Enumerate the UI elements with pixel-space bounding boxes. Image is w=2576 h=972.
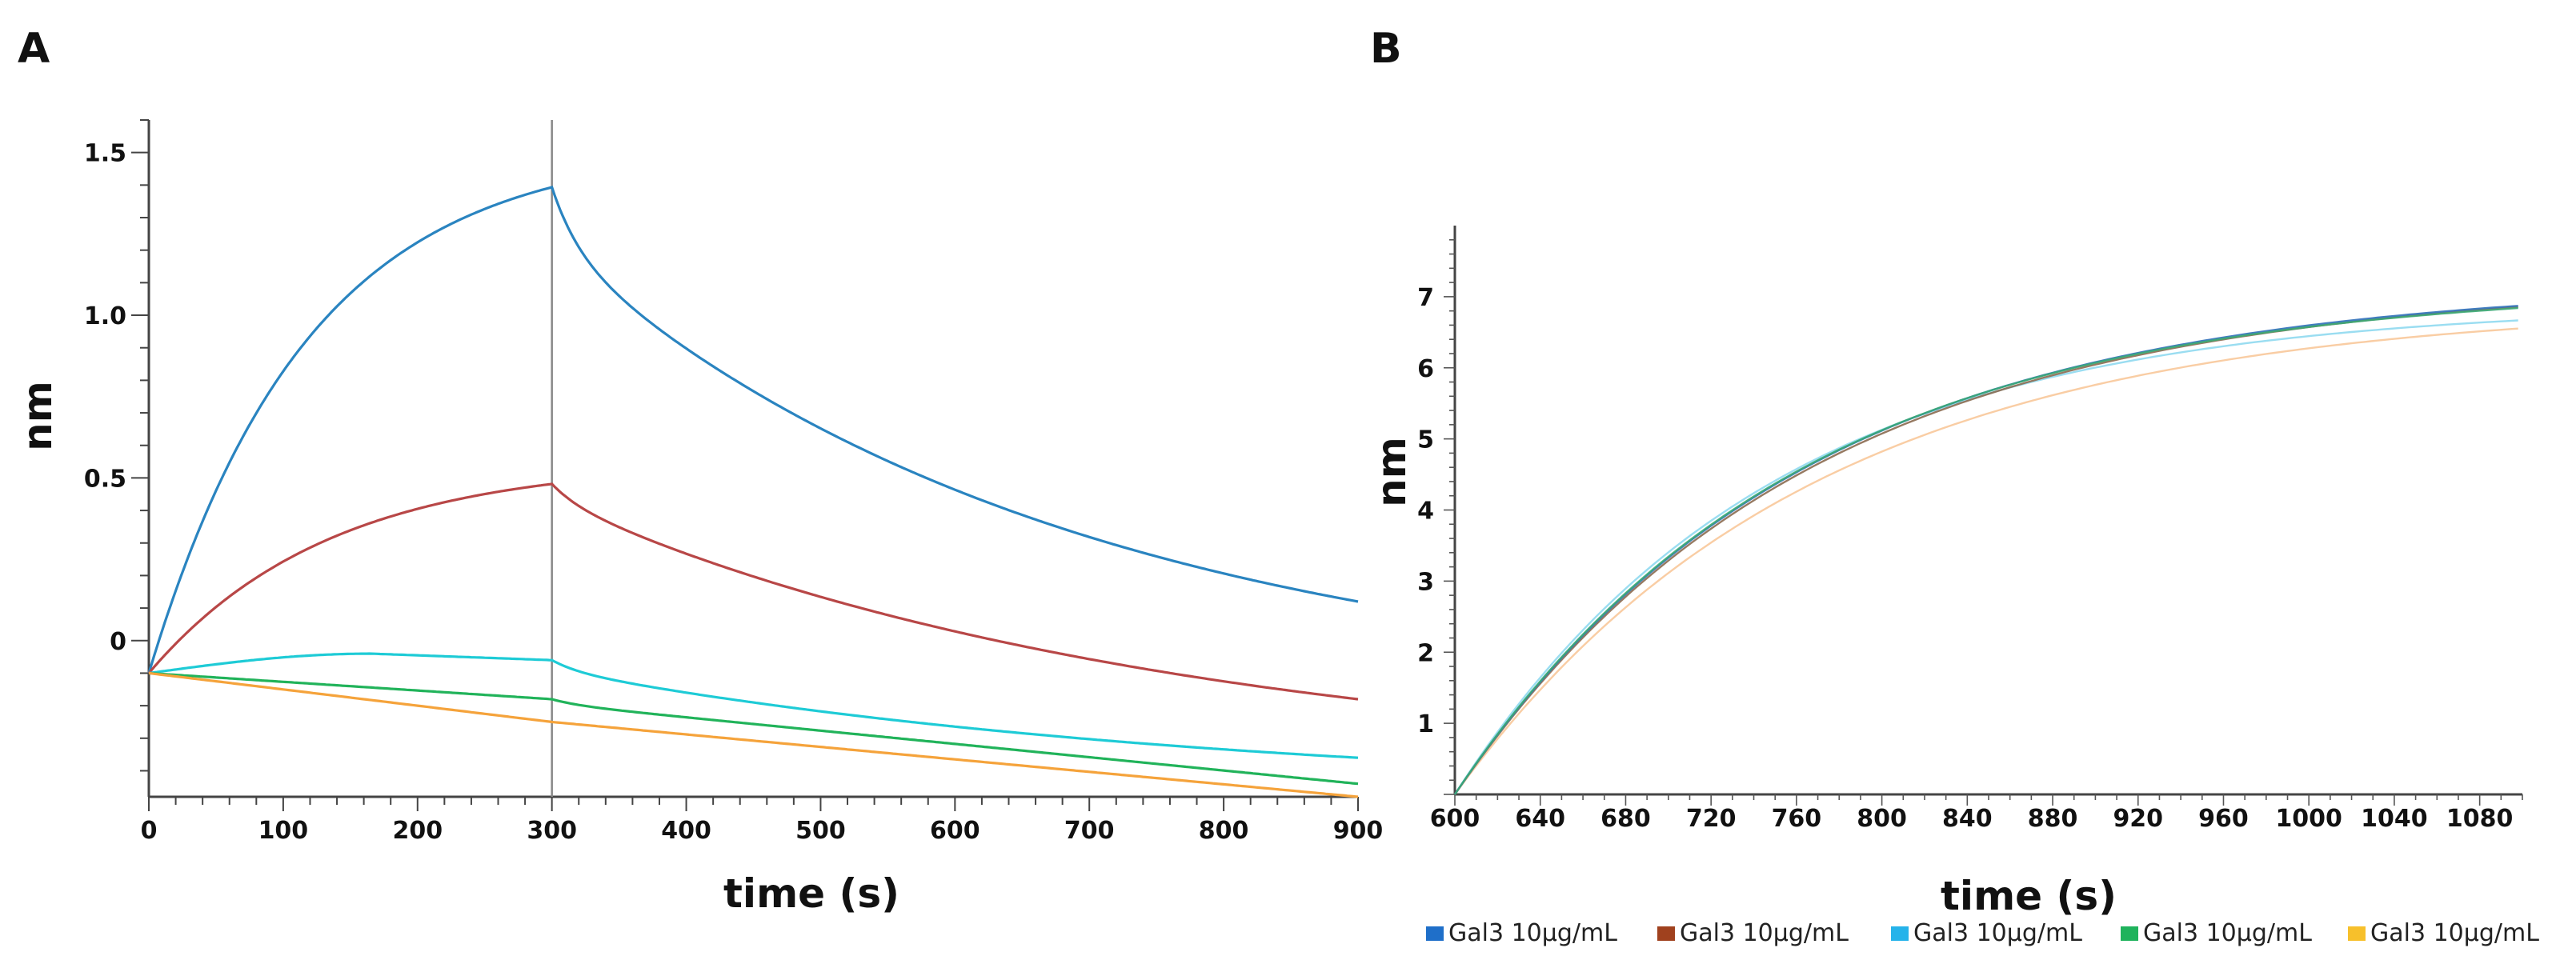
- x-tick-label: 600: [1430, 805, 1480, 833]
- y-tick-label: 1: [1417, 710, 1434, 738]
- x-tick-label: 640: [1515, 805, 1565, 833]
- x-tick-label: 300: [527, 817, 577, 845]
- panel-a-x-ticks: 0 100 200 300 400 500 600 700 800 900: [141, 797, 1384, 845]
- panel-b-series-line-1: [1454, 305, 2518, 795]
- x-tick-label: 1040: [2361, 805, 2428, 833]
- panel-b-series-line-5: [1454, 327, 2518, 795]
- legend-swatch-3: [1891, 926, 1909, 941]
- x-tick-label: 200: [392, 817, 443, 845]
- x-tick-label: 400: [661, 817, 711, 845]
- y-tick-label: 3: [1417, 568, 1434, 596]
- panel-b-x-ticks: 600 640 680 720 760 800 840 880 920 960 1000 1040 10…: [1430, 794, 2523, 833]
- panel-a-y-ticks: 0 0.5 1.0 1.5: [84, 119, 149, 772]
- panel-b-y-ticks: 1 2 3 4 5 6 7: [1417, 238, 1455, 795]
- panel-a-label: A: [18, 25, 50, 73]
- x-tick-label: 100: [258, 817, 309, 845]
- x-tick-label: 1080: [2446, 805, 2514, 833]
- y-tick-label: 2: [1417, 639, 1434, 667]
- panel-a-series: [147, 186, 1359, 798]
- y-tick-label: 5: [1417, 426, 1434, 454]
- panel-b-series: [1453, 305, 2518, 795]
- x-tick-label: 900: [1333, 817, 1384, 845]
- y-tick-label: 6: [1417, 355, 1434, 383]
- legend-label-1: Gal3 10μg/mL: [1448, 919, 1617, 947]
- x-tick-label: 700: [1064, 817, 1115, 845]
- x-tick-label: 760: [1772, 805, 1822, 833]
- panel-a-series-line-2: [147, 482, 1359, 701]
- panel-b-legend: Gal3 10μg/mL Gal3 10μg/mL Gal3 10μg/mL Gal3…: [1426, 919, 2539, 947]
- panel-b-series-line-2: [1454, 306, 2518, 795]
- x-tick-label: 800: [1199, 817, 1249, 845]
- x-tick-label: 0: [141, 817, 158, 845]
- legend-label-2: Gal3 10μg/mL: [1680, 919, 1849, 947]
- x-tick-label: 920: [2113, 805, 2163, 833]
- panel-b-x-axis-label: time (s): [1941, 873, 2117, 919]
- y-tick-label: 1.5: [84, 140, 126, 168]
- legend-label-5: Gal3 10μg/mL: [2370, 919, 2539, 947]
- y-tick-label: 0: [110, 628, 126, 656]
- y-tick-label: 0.5: [84, 465, 126, 493]
- legend-label-4: Gal3 10μg/mL: [2143, 919, 2312, 947]
- x-tick-label: 880: [2028, 805, 2078, 833]
- panel-a: A 0 0.5 1.0 1.5 0 100 200 300 400 500 600 700 800 90…: [14, 25, 1383, 917]
- panel-b: B 1 2 3 4 5 6 7 600 640 680 720 760 800 840 880 920 960…: [1368, 25, 2539, 947]
- y-tick-label: 7: [1417, 284, 1434, 312]
- legend-label-3: Gal3 10μg/mL: [1913, 919, 2082, 947]
- panel-a-x-axis-label: time (s): [723, 870, 899, 917]
- panel-b-series-line-4: [1454, 306, 2518, 795]
- x-tick-label: 800: [1857, 805, 1907, 833]
- x-tick-label: 500: [795, 817, 846, 845]
- x-tick-label: 680: [1600, 805, 1651, 833]
- panel-a-series-line-4: [148, 671, 1359, 786]
- x-tick-label: 720: [1686, 805, 1737, 833]
- panel-a-y-axis-label: nm: [14, 381, 61, 451]
- legend-swatch-4: [2121, 926, 2138, 941]
- panel-b-label: B: [1370, 25, 1402, 73]
- panel-a-series-line-5: [148, 671, 1359, 798]
- x-tick-label: 840: [1942, 805, 1993, 833]
- y-tick-label: 4: [1417, 498, 1434, 526]
- legend-swatch-1: [1426, 926, 1444, 941]
- x-tick-label: 960: [2198, 805, 2249, 833]
- panel-a-series-line-3: [148, 652, 1359, 759]
- panel-a-series-line-1: [147, 186, 1359, 674]
- x-tick-label: 1000: [2275, 805, 2342, 833]
- y-tick-label: 1.0: [84, 302, 126, 330]
- panel-b-y-axis-label: nm: [1368, 437, 1415, 507]
- legend-swatch-2: [1657, 926, 1675, 941]
- legend-swatch-5: [2348, 926, 2366, 941]
- x-tick-label: 600: [930, 817, 980, 845]
